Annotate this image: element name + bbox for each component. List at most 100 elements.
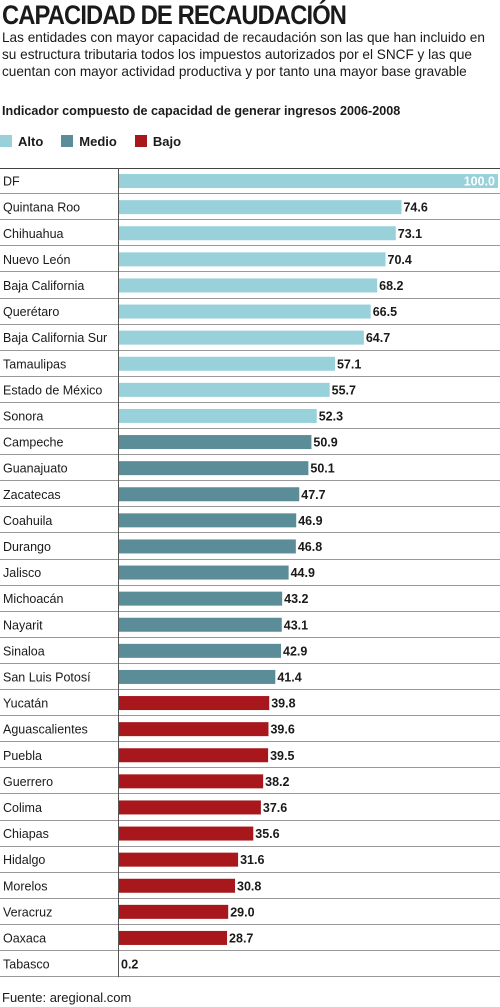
bar — [118, 669, 276, 684]
category-label: Baja California — [3, 279, 84, 293]
value-label: 41.4 — [277, 670, 301, 684]
bar — [118, 696, 270, 711]
chart-description: Las entidades con mayor capacidad de rec… — [2, 30, 485, 79]
value-label: 50.1 — [310, 462, 334, 476]
value-label: 52.3 — [319, 409, 343, 423]
legend-item-bajo: Bajo — [134, 133, 182, 149]
value-label: 39.6 — [270, 723, 294, 737]
category-label: Colima — [3, 801, 42, 815]
bar — [118, 330, 364, 345]
bar — [118, 174, 498, 189]
category-label: Yucatán — [3, 697, 48, 711]
value-label: 38.2 — [265, 775, 289, 789]
chart-title: CAPACIDAD DE RECAUDACIÓN — [2, 0, 347, 30]
bar — [118, 878, 236, 893]
bar — [118, 408, 317, 423]
category-label: Aguascalientes — [3, 723, 88, 737]
bar — [118, 382, 330, 397]
bar — [118, 539, 296, 554]
value-label: 64.7 — [366, 331, 390, 345]
category-label: Sonora — [3, 409, 43, 423]
bar — [118, 904, 229, 919]
bar — [118, 461, 309, 476]
legend-swatch-bajo — [134, 135, 147, 147]
category-label: Guanajuato — [3, 462, 68, 476]
bar — [118, 774, 264, 789]
value-label: 66.5 — [373, 305, 397, 319]
value-label: 43.2 — [284, 592, 308, 606]
value-label: 35.6 — [255, 827, 279, 841]
value-label: 100.0 — [464, 175, 495, 189]
bar — [118, 226, 396, 241]
chart-subtitle: Indicador compuesto de capacidad de gene… — [2, 104, 401, 118]
category-label: Tamaulipas — [3, 357, 66, 371]
value-label: 44.9 — [291, 566, 315, 580]
category-label: Quintana Roo — [3, 201, 80, 215]
category-label: Campeche — [3, 436, 63, 450]
value-label: 46.8 — [298, 540, 322, 554]
category-label: DF — [3, 175, 20, 189]
legend-label-medio: Medio — [79, 133, 117, 149]
bar — [118, 513, 297, 528]
category-label: Baja California Sur — [3, 331, 107, 345]
bar — [118, 800, 261, 815]
bar — [118, 930, 228, 945]
category-label: Coahuila — [3, 514, 52, 528]
category-label: Hidalgo — [3, 853, 45, 867]
category-label: Veracruz — [3, 905, 52, 919]
category-label: Nayarit — [3, 618, 43, 632]
category-label: Querétaro — [3, 305, 59, 319]
category-label: Sinaloa — [3, 644, 45, 658]
bar — [118, 643, 282, 658]
bar — [118, 304, 371, 319]
category-label: Morelos — [3, 879, 47, 893]
value-label: 57.1 — [337, 357, 361, 371]
category-label: Chiapas — [3, 827, 49, 841]
bar — [118, 278, 378, 293]
value-label: 74.6 — [403, 201, 427, 215]
category-label: Nuevo León — [3, 253, 70, 267]
legend-swatch-alto — [0, 135, 12, 147]
value-label: 68.2 — [379, 279, 403, 293]
value-label: 39.8 — [271, 697, 295, 711]
value-label: 29.0 — [230, 905, 254, 919]
legend-item-medio: Medio — [61, 134, 117, 149]
bar — [118, 591, 283, 606]
legend-swatch-medio — [61, 135, 74, 147]
category-label: Chihuahua — [3, 227, 64, 241]
value-label: 37.6 — [263, 801, 287, 815]
source-note: Fuente: aregional.com — [2, 990, 132, 1005]
category-label: Zacatecas — [3, 488, 61, 502]
value-label: 70.4 — [388, 253, 412, 267]
value-label: 39.5 — [270, 749, 294, 763]
bar — [118, 748, 269, 763]
value-label: 46.9 — [298, 514, 322, 528]
category-label: Michoacán — [3, 592, 63, 606]
bar — [118, 722, 269, 737]
value-label: 31.6 — [240, 853, 264, 867]
value-label: 42.9 — [283, 644, 307, 658]
bar — [118, 200, 402, 215]
bar-chart: DF 100.0 Quintana Roo 74.6 Chihuahua 73.1 Nuev… — [0, 168, 500, 978]
value-label: 73.1 — [398, 227, 422, 241]
bar — [118, 252, 386, 267]
value-label: 28.7 — [229, 931, 253, 945]
value-label: 47.7 — [301, 488, 325, 502]
bar — [118, 565, 289, 580]
category-label: Guerrero — [3, 775, 53, 789]
category-label: Jalisco — [3, 566, 41, 580]
bar — [118, 356, 335, 371]
legend-label-bajo: Bajo — [152, 133, 182, 149]
value-label: 50.9 — [313, 436, 337, 450]
bar — [118, 852, 239, 867]
value-label: 43.1 — [284, 618, 308, 632]
legend-item-alto: Alto — [0, 134, 43, 149]
bar — [118, 617, 282, 632]
category-label: San Luis Potosí — [3, 670, 91, 684]
category-label: Oaxaca — [3, 931, 46, 945]
value-label: 55.7 — [332, 383, 356, 397]
category-label: Durango — [3, 540, 51, 554]
category-label: Estado de México — [3, 383, 102, 397]
value-label: 0.2 — [121, 958, 138, 972]
legend-label-alto: Alto — [18, 133, 44, 149]
